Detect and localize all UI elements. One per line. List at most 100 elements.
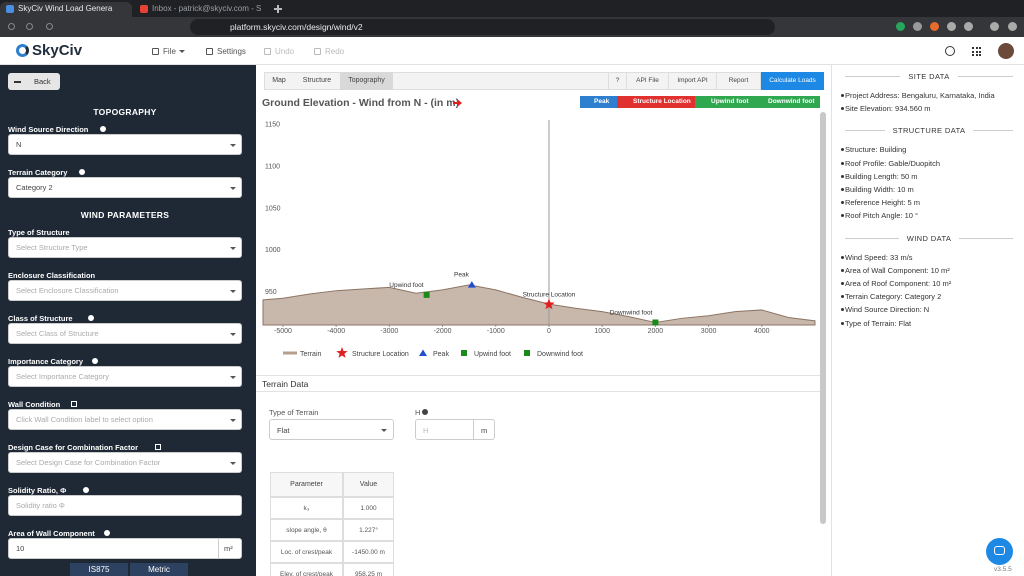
- legend-swatch: [461, 350, 467, 356]
- nav-button[interactable]: [26, 23, 33, 30]
- toolbar: [0, 37, 1024, 65]
- field-select[interactable]: [8, 237, 242, 258]
- summary-title: WIND DATA: [906, 233, 952, 243]
- action-button[interactable]: ?: [608, 72, 626, 90]
- divider: [256, 375, 820, 376]
- field-label: Design Case for Combination Factor: [8, 443, 139, 452]
- heading-rule: [957, 76, 1013, 77]
- legend-swatch: [524, 350, 530, 356]
- apps-dot: [979, 47, 981, 49]
- menu-item[interactable]: File: [163, 47, 176, 56]
- menu-icon: [206, 48, 213, 55]
- url-field[interactable]: [190, 19, 775, 35]
- field-placeholder: Select Structure Type: [16, 243, 88, 252]
- field-select[interactable]: [8, 452, 242, 473]
- field-label: Type of Structure: [8, 228, 70, 237]
- bullet: [841, 148, 844, 152]
- help-icon[interactable]: [945, 46, 955, 56]
- main-tab[interactable]: Map: [272, 77, 286, 84]
- nav-button[interactable]: [46, 23, 53, 30]
- h-input[interactable]: [415, 419, 495, 440]
- action-button[interactable]: Report: [716, 72, 760, 90]
- bullet: [841, 295, 844, 299]
- chart-button[interactable]: Peak: [580, 96, 617, 108]
- scrollbar: [820, 112, 826, 524]
- field-input[interactable]: [8, 538, 242, 559]
- tab-title[interactable]: Inbox - patrick@skyciv.com - S: [152, 4, 262, 13]
- field-select[interactable]: [8, 134, 242, 155]
- extension-icon[interactable]: [913, 22, 922, 31]
- field-value: Category 2: [16, 183, 53, 192]
- summary-item: Building Length: 50 m: [845, 171, 918, 181]
- action-button[interactable]: API File: [626, 72, 668, 90]
- main-tab[interactable]: Structure: [302, 77, 332, 84]
- caret: [230, 419, 236, 422]
- main-tab[interactable]: Topography: [340, 72, 393, 90]
- field-select[interactable]: [8, 323, 242, 344]
- chart-button[interactable]: Downwind foot: [752, 96, 820, 108]
- info-icon: [422, 409, 428, 415]
- field-label: Area of Wall Component: [8, 529, 95, 538]
- field-placeholder: H: [423, 426, 429, 435]
- nav-button[interactable]: [8, 23, 15, 30]
- x-tick-label: 4000: [754, 328, 770, 335]
- extension-icon[interactable]: [896, 22, 905, 31]
- bullet: [841, 174, 844, 178]
- table-header: Parameter: [270, 472, 343, 497]
- action-button[interactable]: Calculate Loads: [760, 72, 824, 90]
- footer-tab[interactable]: Metric: [130, 563, 188, 576]
- field-label: Type of Terrain: [269, 408, 319, 417]
- bullet: [841, 94, 844, 97]
- extension-icon[interactable]: [947, 22, 956, 31]
- table-cell: -1450.00 m: [343, 541, 394, 563]
- field-select[interactable]: [8, 366, 242, 387]
- menu-item: Redo: [325, 47, 345, 56]
- summary-item: Wind Source Direction: N: [845, 305, 930, 315]
- field-select[interactable]: [8, 409, 242, 430]
- chat-bubble[interactable]: [986, 538, 1013, 565]
- apps-dot: [972, 47, 974, 49]
- legend-label: Downwind foot: [537, 351, 583, 358]
- table-cell: 1.000: [343, 497, 394, 519]
- bullet: [841, 321, 844, 325]
- marker: [543, 298, 555, 310]
- avatar[interactable]: [998, 43, 1014, 59]
- menu-item[interactable]: Settings: [217, 47, 246, 56]
- legend-label: Structure Location: [352, 351, 409, 358]
- section-title: Terrain Data: [262, 379, 309, 389]
- extension-icon[interactable]: [930, 22, 939, 31]
- back-button[interactable]: [8, 73, 60, 90]
- section-title: WIND PARAMETERS: [80, 210, 170, 220]
- field-label: Class of Structure: [8, 314, 73, 323]
- footer-tab[interactable]: IS875: [70, 563, 128, 576]
- field-select[interactable]: [8, 177, 242, 198]
- summary-item: Roof Profile: Gable/Duopitch: [845, 158, 941, 168]
- bullet: [841, 107, 844, 111]
- terrain-select[interactable]: [269, 419, 394, 440]
- heading-rule: [959, 237, 1014, 239]
- extension-icon[interactable]: [964, 22, 973, 31]
- caret: [381, 429, 387, 432]
- chart-button[interactable]: Structure Location: [617, 96, 695, 108]
- extension-icon[interactable]: [990, 22, 999, 31]
- field-input[interactable]: [8, 495, 242, 516]
- table-cell: Loc. of crest/peak: [270, 541, 343, 563]
- chart-button[interactable]: Upwind foot: [695, 96, 752, 108]
- legend-label: Terrain: [300, 351, 322, 358]
- bullet: [841, 268, 844, 272]
- caret: [230, 462, 236, 465]
- back-arrow: [14, 81, 21, 83]
- action-button[interactable]: Import API: [668, 72, 716, 90]
- x-tick-label: -4000: [327, 328, 345, 335]
- tab-title[interactable]: SkyCiv Wind Load Genera: [18, 4, 113, 13]
- bullet: [841, 282, 844, 285]
- field-select[interactable]: [8, 280, 242, 301]
- extension-icon[interactable]: [1008, 22, 1017, 31]
- caret: [230, 187, 236, 190]
- info-icon: [79, 169, 86, 175]
- table-cell: slope angle, θ: [270, 519, 343, 541]
- summary-item: Roof Pitch Angle: 10 °: [845, 211, 919, 221]
- summary-heading: WIND DATA: [845, 233, 1014, 243]
- x-tick-label: 2000: [648, 328, 664, 335]
- info-icon: [91, 358, 98, 364]
